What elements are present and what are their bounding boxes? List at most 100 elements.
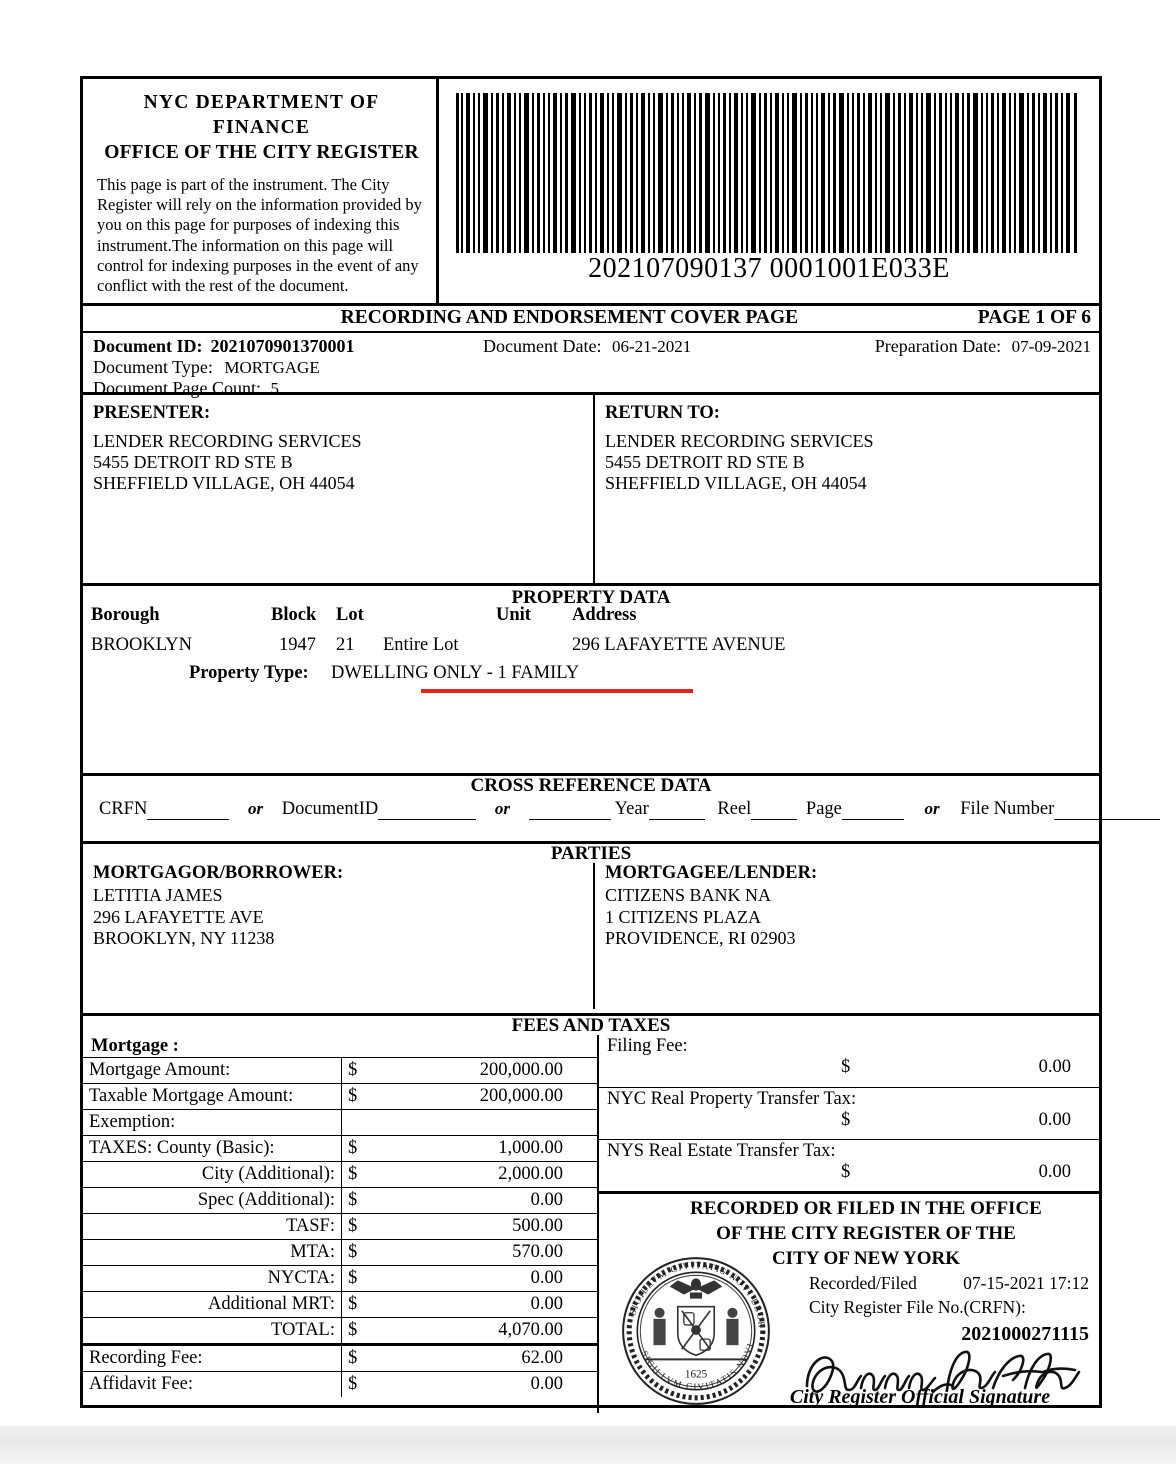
year-input-line[interactable]: [528, 802, 611, 821]
property-unit: Entire Lot: [383, 635, 459, 656]
fees-right-amount: 0.00: [1038, 1162, 1071, 1183]
crfn-row: City Register File No.(CRFN):: [809, 1296, 1089, 1320]
document-date-group: Document Date: 06-21-2021: [483, 336, 691, 357]
fees-right-row: NYC Real Property Transfer Tax: $0.00: [599, 1087, 1099, 1139]
crfn-value: 2021000271115: [961, 1323, 1089, 1346]
parties-section: PARTIES MORTGAGOR/BORROWER: LETITIA JAME…: [83, 842, 1099, 1016]
page-count-label: Document Page Count:: [93, 377, 261, 398]
presenter-line1: LENDER RECORDING SERVICES: [93, 430, 362, 451]
fees-right-column: Filing Fee: $0.00 NYC Real Property Transf…: [599, 1035, 1099, 1413]
recording-bar: RECORDING AND ENDORSEMENT COVER PAGE PAG…: [83, 306, 1099, 333]
fees-right-row: Filing Fee: $0.00: [599, 1035, 1099, 1087]
property-borough: BROOKLYN: [91, 635, 192, 656]
fees-row: TOTAL: $4,070.00: [83, 1317, 597, 1347]
fees-row-currency: [341, 1109, 380, 1136]
document-date-label: Document Date:: [483, 335, 602, 356]
crfn-field-label: City Register File No.(CRFN):: [809, 1297, 1026, 1318]
col-header-address: Address: [572, 605, 637, 626]
property-data-section: PROPERTY DATA Borough Block Lot Unit Add…: [83, 586, 1099, 776]
fees-row: Taxable Mortgage Amount: $200,000.00: [83, 1083, 597, 1110]
documentid-input-line[interactable]: [378, 802, 477, 821]
fees-row-amount: [380, 1109, 597, 1136]
fees-right-label: NYS Real Estate Transfer Tax:: [607, 1141, 836, 1162]
seal-year: 1625: [685, 1369, 708, 1381]
agency-title: NYC DEPARTMENT OF FINANCE OFFICE OF THE …: [97, 91, 426, 166]
fees-row-currency: $: [341, 1213, 380, 1240]
city-seal-icon: SIGILLVM CIVITATIS NOVI EBORACI SIGILLVM…: [615, 1250, 770, 1406]
agency-header: NYC DEPARTMENT OF FINANCE OFFICE OF THE …: [83, 79, 439, 303]
fees-row-label: TAXES: County (Basic):: [83, 1135, 342, 1162]
mortgagee-line1: CITIZENS BANK NA: [605, 885, 771, 906]
page-input-line[interactable]: [841, 802, 904, 821]
fees-title: FEES AND TAXES: [511, 1014, 671, 1036]
agency-title-line2: OFFICE OF THE CITY REGISTER: [104, 141, 419, 163]
fees-row-label: Affidavit Fee:: [83, 1371, 342, 1398]
preparation-date-value: 07-09-2021: [1011, 336, 1091, 356]
property-type-value: DWELLING ONLY - 1 FAMILY: [331, 663, 580, 684]
col-header-borough: Borough: [91, 605, 160, 626]
presenter-block: PRESENTER: LENDER RECORDING SERVICES 545…: [83, 394, 595, 583]
presenter-line3: SHEFFIELD VILLAGE, OH 44054: [93, 472, 355, 493]
fees-row-label: Recording Fee:: [83, 1344, 342, 1372]
cross-reference-section: CROSS REFERENCE DATA CRFN or DocumentID …: [83, 775, 1161, 844]
fees-row-currency: $: [341, 1371, 380, 1398]
fees-row-currency: $: [341, 1161, 380, 1188]
page-count-value: 5: [270, 378, 279, 398]
reel-label: Reel: [717, 799, 752, 820]
document-type-row: Document Type: MORTGAGE: [93, 357, 1091, 378]
recorded-filed-row: Recorded/Filed 07-15-2021 17:12: [809, 1272, 1089, 1296]
fees-row-label: Mortgage Amount:: [83, 1057, 342, 1084]
mortgagor-line2: 296 LAFAYETTE AVE: [93, 906, 264, 927]
fees-row-currency: $: [341, 1083, 380, 1110]
file-number-label: File Number: [960, 799, 1055, 820]
fees-right-currency: $: [841, 1162, 851, 1183]
or-separator-3: or: [924, 799, 940, 819]
mortgagee-heading: MORTGAGEE/LENDER:: [605, 863, 818, 884]
preparation-date-group: Preparation Date: 07-09-2021: [875, 336, 1091, 357]
fees-row-currency: $: [341, 1265, 380, 1292]
document-page: NYC DEPARTMENT OF FINANCE OFFICE OF THE …: [80, 76, 1161, 1414]
return-to-line2: 5455 DETROIT RD STE B: [605, 451, 805, 472]
parties-title: PARTIES: [550, 842, 632, 864]
presenter-return-section: PRESENTER: LENDER RECORDING SERVICES 545…: [83, 394, 1099, 586]
preparation-date-label: Preparation Date:: [874, 335, 1002, 356]
page-of-label: PAGE 1 OF 6: [977, 306, 1091, 328]
fees-row-amount: 0.00: [380, 1291, 597, 1318]
crfn-input-line[interactable]: [147, 802, 230, 821]
fees-right-amount-row: $0.00: [599, 1110, 1099, 1134]
fees-row: MTA: $570.00: [83, 1239, 597, 1266]
recorded-fields: Recorded/Filed 07-15-2021 17:12 City Reg…: [809, 1272, 1089, 1348]
fees-right-amount: 0.00: [1038, 1110, 1071, 1131]
property-address: 296 LAFAYETTE AVENUE: [572, 635, 786, 656]
fees-and-taxes-section: FEES AND TAXES Mortgage : Mortgage Amoun…: [83, 1014, 1099, 1414]
fees-right-label: Filing Fee:: [607, 1036, 688, 1057]
property-type-label: Property Type:: [189, 663, 309, 684]
fees-right-label: NYC Real Property Transfer Tax:: [607, 1089, 857, 1110]
fees-table: Mortgage Amount: $200,000.00 Taxable Mortg…: [83, 1057, 597, 1398]
mortgage-heading: Mortgage :: [91, 1036, 179, 1057]
fees-row: TAXES: County (Basic): $1,000.00: [83, 1135, 597, 1162]
recorded-title-line2: OF THE CITY REGISTER OF THE: [716, 1223, 1016, 1245]
fees-row-currency: $: [341, 1317, 380, 1347]
document-type-label: Document Type:: [93, 356, 213, 377]
fees-row: Additional MRT: $0.00: [83, 1291, 597, 1318]
header-section: NYC DEPARTMENT OF FINANCE OFFICE OF THE …: [83, 79, 1099, 306]
document-type-value: MORTGAGE: [224, 357, 320, 377]
fees-row: TASF: $500.00: [83, 1213, 597, 1240]
barcode-icon: [456, 93, 1077, 253]
mortgagor-line1: LETITIA JAMES: [93, 885, 223, 906]
fees-row-amount: 200,000.00: [380, 1057, 597, 1084]
fees-row-label: MTA:: [83, 1239, 342, 1266]
mortgagee-block: MORTGAGEE/LENDER: CITIZENS BANK NA 1 CIT…: [595, 863, 1099, 1009]
year-input-line-2[interactable]: [648, 802, 705, 821]
fees-row-amount: 0.00: [380, 1265, 597, 1292]
file-number-input-line[interactable]: [1054, 802, 1161, 821]
mortgagor-block: MORTGAGOR/BORROWER: LETITIA JAMES 296 LA…: [83, 863, 595, 1010]
fees-left-column: Mortgage : Mortgage Amount: $200,000.00 Ta…: [83, 1035, 599, 1414]
reel-input-line[interactable]: [751, 802, 798, 821]
fees-right-currency: $: [841, 1110, 851, 1131]
fees-row-label: TOTAL:: [83, 1317, 342, 1347]
fees-row-currency: $: [341, 1135, 380, 1162]
handwritten-signature-icon: [805, 1351, 1081, 1394]
fees-row: Exemption:: [83, 1109, 597, 1136]
